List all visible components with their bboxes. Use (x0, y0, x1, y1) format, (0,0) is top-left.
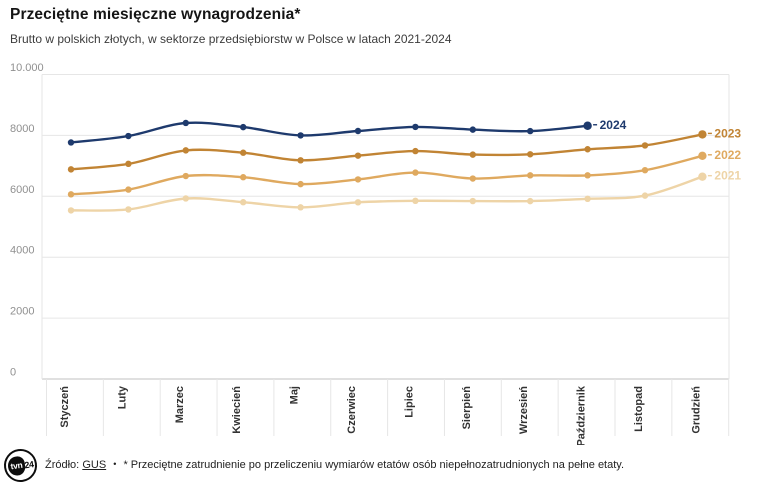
data-point-2024 (240, 123, 247, 131)
data-point-2022 (125, 186, 132, 193)
y-axis-label-0: 0 (10, 367, 16, 379)
y-axis-label-2000: 2000 (10, 306, 34, 318)
chart-subtitle: Brutto w polskich złotych, w sektorze pr… (10, 32, 452, 46)
data-point-2022 (297, 180, 304, 188)
data-point-2024 (469, 126, 476, 133)
data-point-2022 (584, 172, 591, 179)
data-point-2023 (584, 146, 591, 153)
series-line-2024 (69, 121, 589, 144)
data-point-2024 (527, 127, 534, 135)
data-point-2022 (240, 174, 247, 181)
x-axis-label-kwiecień: Kwiecień (231, 386, 243, 434)
data-point-2023 (125, 160, 132, 168)
series-line-2021 (69, 175, 704, 212)
tvn24-logo[interactable]: tvn 24 (1, 446, 40, 484)
data-point-2024 (182, 119, 189, 127)
data-point-2023 (641, 142, 649, 149)
y-axis-label-6000: 6000 (10, 184, 34, 196)
x-axis-label-listopad: Listopad (633, 386, 645, 432)
x-axis-label-grudzień: Grudzień (690, 386, 702, 434)
x-axis-label-luty: Luty (116, 385, 128, 409)
data-point-2023 (182, 147, 189, 154)
data-point-2022 (641, 166, 649, 174)
data-point-2021 (698, 172, 707, 181)
data-point-2022 (67, 191, 75, 198)
series-end-label-2023: 2023 (714, 126, 741, 140)
data-point-2023 (412, 147, 419, 155)
y-axis-label-10000: 10.000 (10, 62, 44, 74)
x-axis-label-styczeń: Styczeń (59, 386, 71, 428)
series-line-2022 (69, 154, 704, 196)
data-point-2024 (354, 127, 362, 135)
source-label: Źródło: (45, 459, 80, 471)
source-note: Źródło: GUS • * Przeciętne zatrudnienie … (45, 459, 624, 471)
data-point-2021 (125, 206, 132, 213)
series-end-label-2024: 2024 (600, 118, 627, 132)
data-point-2022 (412, 169, 419, 176)
data-point-2021 (182, 195, 189, 202)
data-point-2021 (641, 192, 649, 199)
data-point-2021 (354, 199, 362, 206)
data-point-2023 (67, 166, 75, 173)
data-point-2023 (354, 152, 362, 159)
series-line-2023 (69, 133, 704, 171)
series-end-label-2021: 2021 (714, 169, 741, 183)
tvn24-logo-24: 24 (23, 458, 35, 470)
data-point-2023 (297, 157, 304, 164)
chart-title: Przeciętne miesięczne wynagrodzenia* (10, 6, 301, 23)
data-point-2022 (698, 151, 707, 161)
data-point-2024 (583, 121, 592, 130)
y-axis-label-8000: 8000 (10, 123, 34, 135)
y-axis-label-4000: 4000 (10, 245, 34, 257)
data-point-2024 (125, 132, 132, 140)
data-point-2024 (412, 123, 419, 131)
x-axis-label-sierpień: Sierpień (461, 386, 473, 430)
footnote: * Przeciętne zatrudnienie po przeliczeni… (123, 459, 625, 471)
x-axis-label-maj: Maj (289, 386, 301, 404)
x-axis-label-październik: Październik (576, 385, 588, 445)
footer-separator: • (113, 459, 117, 469)
data-point-2021 (67, 207, 75, 214)
data-point-2023 (527, 151, 534, 158)
data-point-2024 (67, 139, 75, 146)
wage-line-chart: 0 2000 4000 6000 8000 10.000 Styczeń Luty Marzec… (10, 62, 741, 445)
data-point-2021 (412, 197, 419, 205)
source-link-gus[interactable]: GUS (82, 459, 107, 471)
data-point-2022 (354, 176, 362, 183)
series-end-label-2022: 2022 (714, 148, 741, 162)
x-axis-label-czerwiec: Czerwiec (346, 386, 358, 434)
footer: tvn 24 Źródło: GUS • * Przeciętne zatrud… (1, 446, 764, 484)
data-point-2022 (527, 172, 534, 179)
data-point-2021 (469, 197, 476, 205)
data-point-2023 (698, 130, 707, 139)
data-point-2023 (240, 149, 247, 156)
x-axis-label-marzec: Marzec (174, 386, 186, 423)
x-axis-label-lipiec: Lipiec (403, 386, 415, 418)
data-point-2024 (297, 132, 304, 139)
data-point-2021 (584, 195, 591, 203)
data-point-2022 (469, 175, 476, 182)
data-point-2021 (527, 197, 534, 205)
data-point-2021 (297, 204, 304, 211)
x-axis-label-wrzesień: Wrzesień (518, 386, 530, 434)
data-point-2021 (240, 199, 247, 206)
data-point-2022 (182, 172, 189, 180)
data-point-2023 (469, 151, 476, 158)
